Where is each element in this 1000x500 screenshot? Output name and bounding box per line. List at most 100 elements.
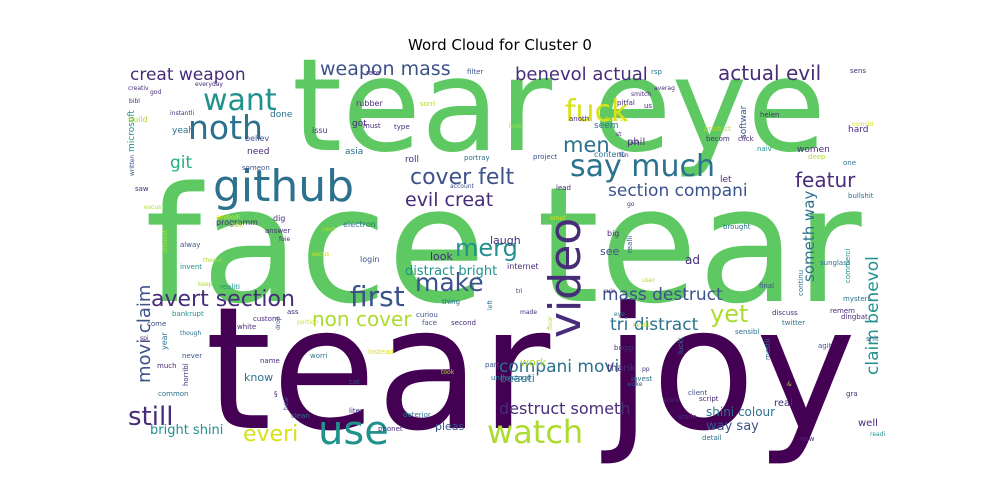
- word-noth: noth: [188, 108, 263, 147]
- word-tear-eye: tear eye: [292, 32, 826, 181]
- word-mass-destruct: mass destruct: [602, 285, 723, 305]
- word-rubber: rubber: [356, 99, 383, 108]
- word-cover-felt: cover felt: [410, 165, 515, 190]
- word-talk: talk: [232, 222, 244, 229]
- word-benevol-actual: benevol actual: [515, 64, 648, 85]
- word-come: come: [147, 320, 166, 328]
- word-anoth: anoth: [569, 115, 589, 123]
- word-look: look: [430, 250, 454, 263]
- word-non-cover: non cover: [312, 307, 412, 331]
- word-section-compani: section compani: [608, 181, 748, 201]
- word-tri-distract: tri distract: [610, 315, 699, 335]
- word-smile: smile: [678, 413, 697, 421]
- word-destruct-someth: destruct someth: [499, 399, 630, 418]
- word-well: well: [858, 418, 878, 429]
- word-commerci: commerci: [844, 248, 852, 283]
- word-evil-creat: evil creat: [405, 189, 493, 211]
- word-god: god: [150, 89, 161, 96]
- word-destroy: destroy: [604, 116, 627, 123]
- word-internet: internet: [507, 262, 539, 271]
- word-averag: averag: [654, 85, 675, 92]
- word-saw: saw: [135, 185, 149, 193]
- word-rsp: rsp: [651, 68, 663, 76]
- word-real: real: [774, 398, 793, 409]
- word-floor: floor: [547, 316, 554, 330]
- word-kindli: kindli: [633, 322, 649, 329]
- word-st: st: [616, 131, 622, 138]
- word-hole: hole: [509, 123, 522, 130]
- word-invest: invest: [631, 375, 652, 383]
- word-liter: liter: [349, 407, 363, 415]
- word-mostli: mostli: [764, 339, 772, 360]
- word-new: new: [800, 435, 815, 443]
- word-project: project: [533, 153, 558, 161]
- word-video: video: [540, 218, 591, 338]
- word-ass: ass: [287, 308, 299, 316]
- word-symbol: &: [787, 381, 792, 388]
- word-laugh: laugh: [490, 234, 521, 247]
- word-coincid: coincid: [852, 121, 873, 128]
- word-compani-movi: compani movi: [499, 357, 619, 377]
- word-twitter: twitter: [782, 319, 805, 327]
- word-sens: sens: [850, 67, 866, 75]
- word-movi-claim: movi claim: [134, 285, 155, 383]
- word-discuss: discuss: [772, 309, 798, 317]
- word-sorri: sorri: [420, 100, 436, 108]
- word-understood: understood: [491, 374, 531, 382]
- word-seem: seem: [594, 121, 619, 131]
- word-electron: electron: [343, 220, 376, 229]
- word-spi: spi: [140, 335, 149, 342]
- word-tri: tri: [516, 288, 523, 295]
- word-lucki: lucki: [677, 338, 685, 354]
- word-type: type: [394, 123, 410, 131]
- word-creativ: creativ: [128, 85, 149, 92]
- word-bright-shini: bright shini: [150, 423, 223, 438]
- word-year: year: [160, 331, 169, 350]
- word-buggi: buggi: [614, 344, 634, 352]
- word-client: client: [688, 389, 707, 397]
- word-woke: woke: [627, 381, 643, 388]
- word-yeah: yeah: [172, 126, 194, 136]
- word-done: done: [270, 110, 293, 120]
- word-invent: invent: [180, 263, 202, 271]
- word-cat: cat: [349, 378, 360, 386]
- word-merg: merg: [455, 234, 518, 262]
- word-distract-bright: distract bright: [405, 264, 497, 279]
- word-clean: clean: [291, 412, 310, 420]
- word-never: never: [182, 352, 202, 360]
- word-github: github: [213, 161, 354, 212]
- word-click: click: [738, 135, 755, 143]
- word-horribl: horribl: [182, 363, 190, 386]
- word-instantli: instantli: [170, 110, 194, 117]
- word-sensibl: sensibl: [735, 328, 759, 336]
- chart-title: Word Cloud for Cluster 0: [408, 36, 592, 54]
- word-realiti: realiti: [220, 283, 240, 291]
- word-excus: excus: [312, 251, 329, 258]
- word-took: took: [441, 369, 455, 376]
- word-work: work: [520, 356, 547, 369]
- word-detail: detail: [702, 434, 722, 442]
- word-deep: deep: [808, 153, 826, 161]
- word-excus: excus: [144, 204, 161, 211]
- word-agit: agit: [818, 342, 832, 350]
- word-foie: foie: [279, 236, 290, 243]
- word-drop: drop: [275, 316, 282, 330]
- word-user: user: [642, 277, 656, 284]
- word-final: final: [759, 282, 774, 290]
- word-lead: lead: [556, 184, 571, 192]
- word-made: made: [520, 309, 537, 316]
- word-roll: roll: [405, 155, 419, 165]
- word-custom: custom: [253, 315, 279, 323]
- word-must: must: [363, 122, 381, 130]
- word-part: part: [485, 361, 500, 369]
- word-featur: featur: [795, 168, 856, 192]
- word-watch: watch: [487, 413, 583, 451]
- word-hear: hear: [283, 396, 290, 410]
- word-ad: ad: [685, 253, 700, 267]
- word-build: build: [128, 115, 148, 124]
- word-shini-colour: shini colour: [706, 405, 775, 419]
- word-women: women: [797, 145, 830, 155]
- word-still: still: [128, 402, 173, 432]
- word-fun: fun: [619, 152, 629, 159]
- word-softwar: softwar: [739, 105, 749, 139]
